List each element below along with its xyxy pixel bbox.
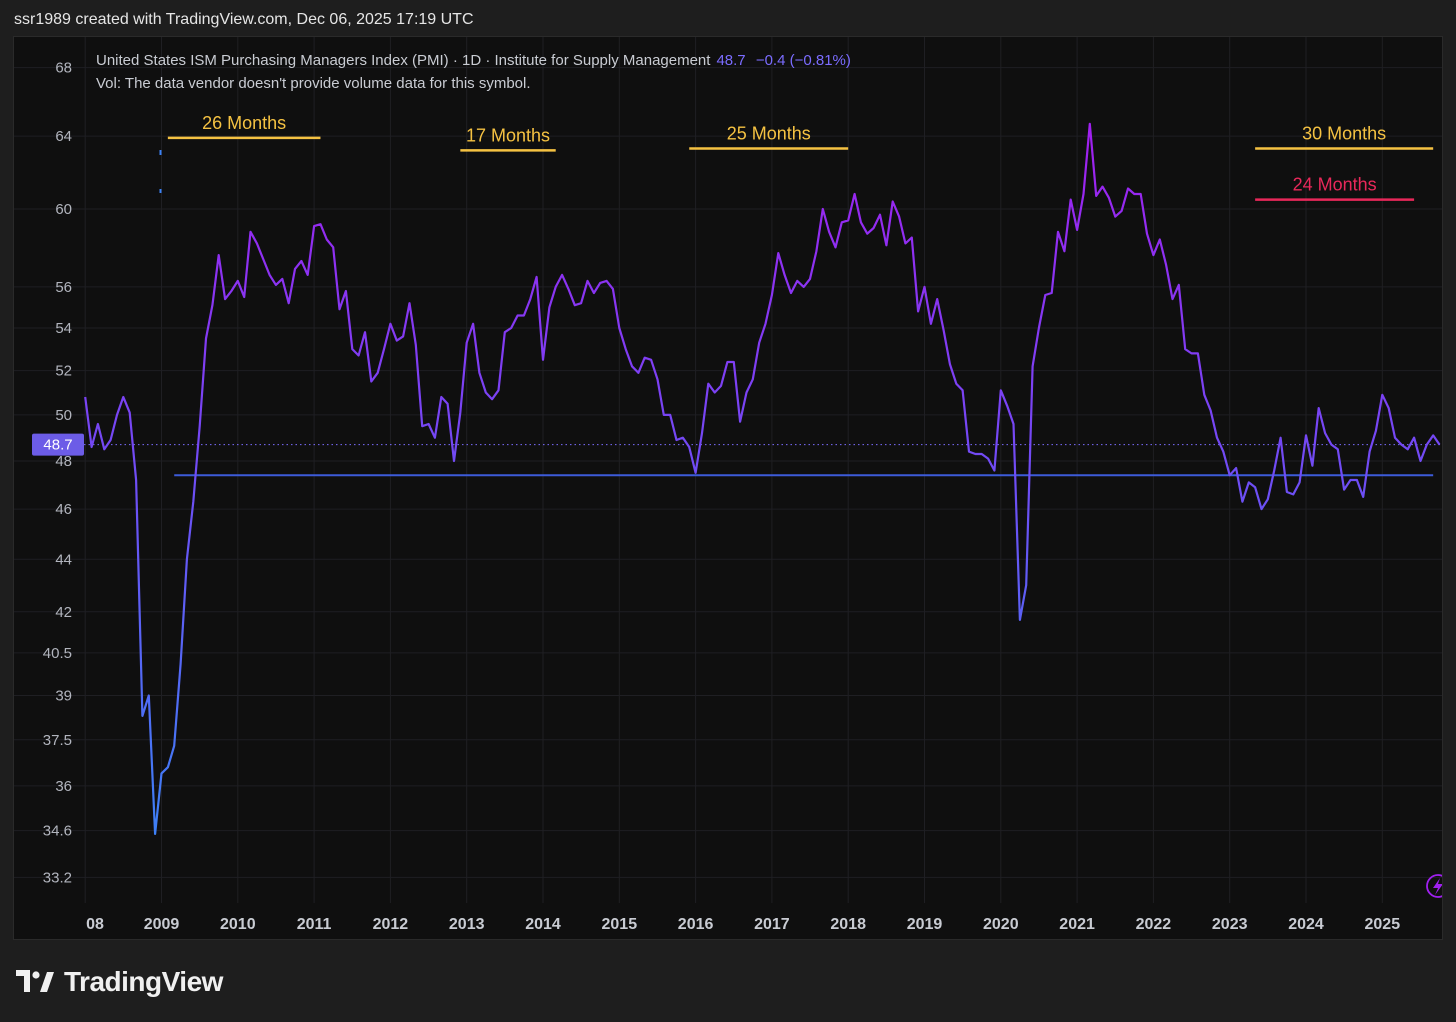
x-tick-label: 2016 (678, 916, 714, 933)
volume-note: Vol: The data vendor doesn't provide vol… (96, 75, 531, 92)
x-tick-label: 2012 (373, 916, 409, 933)
x-tick-label: 2024 (1288, 916, 1324, 933)
x-tick-label: 2011 (297, 916, 332, 933)
tradingview-logo-icon (16, 970, 54, 992)
y-tick-label: 44 (55, 551, 72, 568)
x-tick-label: 2017 (754, 916, 790, 933)
y-tick-label: 36 (55, 778, 72, 795)
x-tick-label: 2009 (144, 916, 180, 933)
y-tick-label: 33.2 (43, 869, 72, 886)
annotation-label: 24 Months (1293, 175, 1377, 195)
annotation-label: 25 Months (727, 124, 811, 144)
x-tick-label: 2023 (1212, 916, 1248, 933)
last-price-tag-label: 48.7 (43, 437, 72, 454)
x-tick-label: 2020 (983, 916, 1019, 933)
x-tick-label: 08 (86, 916, 104, 933)
chart-panel[interactable]: 68 64 60 56 54 52 50 48 46 44 42 40.5 39 37.5 36 34.6 33… (13, 36, 1443, 940)
x-tick-label: 2022 (1136, 916, 1172, 933)
annotation-label: 30 Months (1302, 124, 1386, 144)
y-tick-label: 60 (55, 201, 72, 218)
last-price-tag (32, 433, 84, 456)
x-tick-label: 2013 (449, 916, 485, 933)
y-tick-label: 50 (55, 407, 72, 424)
y-tick-label: 52 (55, 363, 72, 380)
tradingview-logo[interactable]: TradingView (16, 966, 223, 998)
x-tick-label: 2021 (1059, 916, 1095, 933)
change-value: −0.4 (−0.81%) (755, 52, 851, 69)
x-tick-label: 2015 (602, 916, 638, 933)
chart-credit: ssr1989 created with TradingView.com, De… (14, 11, 474, 28)
brand-name: TradingView (64, 966, 223, 997)
y-tick-label: 39 (55, 687, 72, 704)
y-tick-label: 42 (55, 604, 72, 621)
lightning-icon (1426, 874, 1442, 898)
lightning-bolt-icon (1433, 878, 1442, 895)
y-tick-label: 64 (55, 128, 72, 145)
footer-bar (0, 940, 1456, 1022)
y-tick-label: 40.5 (43, 645, 72, 662)
x-tick-label: 2025 (1365, 916, 1401, 933)
y-tick-label: 46 (55, 501, 72, 518)
series-title: United States ISM Purchasing Managers In… (96, 52, 711, 69)
series-legend: United States ISM Purchasing Managers In… (96, 49, 851, 95)
pmi-chart[interactable]: 68 64 60 56 54 52 50 48 46 44 42 40.5 39 37.5 36 34.6 33… (14, 37, 1443, 940)
y-tick-label: 54 (55, 320, 72, 337)
y-tick-label: 56 (55, 279, 72, 296)
y-tick-label: 48 (55, 453, 72, 470)
x-tick-label: 2019 (907, 916, 943, 933)
pmi-series-line (84, 122, 1441, 835)
last-value: 48.7 (716, 52, 746, 69)
y-tick-label: 68 (55, 60, 72, 77)
x-tick-label: 2018 (830, 916, 866, 933)
x-tick-label: 2010 (220, 916, 256, 933)
annotation-label: 17 Months (466, 125, 550, 145)
x-tick-label: 2014 (525, 916, 561, 933)
top-bar: ssr1989 created with TradingView.com, De… (0, 0, 1456, 40)
annotation-label: 26 Months (202, 113, 286, 133)
y-tick-label: 34.6 (43, 823, 72, 840)
y-tick-label: 37.5 (43, 732, 72, 749)
